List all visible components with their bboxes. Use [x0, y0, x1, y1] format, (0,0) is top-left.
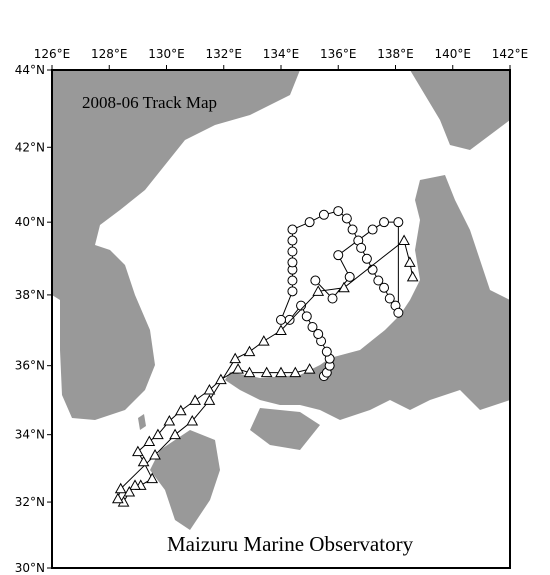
track-point	[367, 224, 378, 235]
track-point	[163, 414, 176, 426]
track-point	[149, 449, 161, 460]
track-point	[356, 242, 367, 253]
track-point	[287, 224, 298, 235]
track-point	[287, 286, 298, 297]
lon-tick-label: 132°E	[206, 47, 243, 61]
honshu	[225, 175, 510, 420]
lon-tick-label: 140°E	[435, 47, 472, 61]
track-point	[260, 366, 273, 378]
lat-tick-label: 44°N	[15, 63, 45, 77]
track-point	[284, 314, 295, 325]
track-point	[257, 335, 270, 346]
lon-tick-label: 130°E	[148, 47, 185, 61]
track-point	[301, 311, 312, 322]
track-point	[367, 264, 378, 275]
track-point	[361, 253, 372, 264]
track-point	[379, 282, 390, 293]
track-point	[137, 455, 150, 467]
lat-tick-label: 42°N	[15, 140, 45, 154]
track-point	[276, 314, 286, 325]
lat-tick-label: 36°N	[15, 359, 45, 373]
track-point	[186, 414, 199, 426]
track-point	[243, 345, 256, 357]
lon-tick-label: 134°E	[263, 47, 300, 61]
lon-tick-label: 138°E	[377, 47, 414, 61]
track-point	[393, 217, 404, 228]
lat-tick-label: 40°N	[15, 215, 45, 229]
track-point	[203, 394, 216, 405]
track-point	[229, 352, 242, 364]
track-point	[129, 479, 141, 490]
map-title: 2008-06 Track Map	[82, 93, 217, 112]
track-point	[132, 445, 144, 457]
lon-tick-label: 128°E	[91, 47, 128, 61]
track-point	[287, 257, 298, 268]
lat-tick-label: 32°N	[15, 495, 45, 509]
mainland	[52, 70, 300, 420]
track-point	[275, 366, 287, 378]
track-point	[312, 285, 325, 296]
track-point	[289, 366, 302, 378]
track-point	[318, 209, 329, 220]
track-point	[333, 206, 344, 217]
track-point	[347, 224, 358, 235]
track-point	[310, 275, 321, 286]
lat-tick-label: 38°N	[15, 288, 45, 302]
track-point	[232, 363, 244, 374]
track-point	[403, 256, 416, 267]
track-point	[215, 373, 227, 385]
track-point	[111, 492, 124, 504]
track-point	[123, 486, 136, 497]
track-point	[327, 293, 338, 304]
track-point	[373, 275, 384, 286]
track-point	[174, 404, 187, 416]
kyushu	[150, 430, 220, 530]
track-point	[275, 324, 287, 336]
track-point	[304, 217, 315, 228]
track-point	[379, 217, 390, 228]
credit: Maizuru Marine Observatory	[167, 532, 414, 556]
track-point	[296, 300, 307, 311]
track-point	[338, 281, 350, 293]
track-point	[333, 250, 344, 261]
tsushima	[138, 414, 146, 430]
track-point	[146, 472, 159, 484]
track-point	[143, 435, 156, 446]
track-point	[344, 271, 355, 282]
lon-tick-label: 126°E	[34, 47, 71, 61]
shikoku	[250, 408, 320, 450]
track-point	[384, 293, 395, 304]
track-point	[152, 428, 164, 440]
track-point	[243, 366, 256, 378]
track-point	[189, 394, 201, 405]
hokkaido	[410, 70, 510, 150]
track-point	[313, 329, 324, 340]
track-point	[321, 346, 332, 357]
track-point	[393, 307, 404, 318]
track-point	[398, 234, 410, 246]
track-point	[287, 235, 298, 246]
land	[52, 70, 510, 530]
track-point	[307, 321, 318, 332]
track-point	[114, 482, 127, 494]
lat-tick-label: 34°N	[15, 428, 45, 442]
lon-tick-label: 136°E	[320, 47, 357, 61]
lon-tick-label: 142°E	[492, 47, 529, 61]
track-point	[341, 213, 352, 224]
lat-tick-label: 30°N	[15, 561, 45, 575]
track-point	[303, 363, 316, 374]
track-point	[287, 246, 298, 257]
track-point	[406, 270, 419, 282]
track-point	[169, 428, 181, 440]
track-point	[203, 383, 216, 395]
track-point	[287, 275, 298, 286]
